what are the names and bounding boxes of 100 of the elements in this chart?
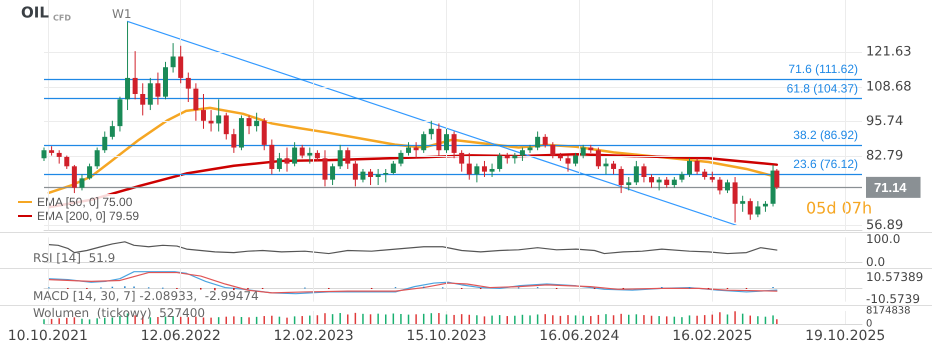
candlestick bbox=[300, 144, 305, 159]
y-tick-label: 95.74 bbox=[866, 114, 904, 129]
candlestick bbox=[459, 150, 464, 172]
y-tick-label: -10.5739 bbox=[866, 292, 920, 306]
text: CFD bbox=[53, 14, 72, 22]
candlestick bbox=[717, 176, 722, 195]
candlestick bbox=[338, 144, 343, 170]
candlestick bbox=[641, 163, 646, 183]
candlestick bbox=[421, 130, 426, 154]
annotation: W1 bbox=[112, 7, 132, 21]
candlestick bbox=[345, 147, 350, 170]
ref-line-label: 71.14 bbox=[874, 180, 908, 195]
candlestick bbox=[216, 98, 222, 132]
ref-line-label: 23.6 (76.12) bbox=[793, 157, 858, 172]
line-series bbox=[48, 241, 778, 254]
candlestick bbox=[656, 176, 662, 191]
y-tick-label: 10.57389 bbox=[866, 270, 924, 284]
y-tick-label: 8174838 bbox=[866, 306, 911, 316]
legend-label: EMA [200, 0] 79.59 bbox=[37, 209, 140, 223]
chart-title: Wolumen (tickowy) 527400 bbox=[33, 306, 205, 320]
candlestick bbox=[444, 128, 449, 154]
candlestick bbox=[762, 200, 768, 212]
candlestick bbox=[193, 82, 198, 122]
candlestick bbox=[56, 150, 62, 164]
y-tick-label: 56.89 bbox=[866, 218, 904, 233]
candlestick bbox=[200, 93, 206, 130]
candlestick bbox=[466, 152, 472, 180]
x-tick-label: 15.10.2023 bbox=[406, 328, 487, 344]
y-tick-label: 82.79 bbox=[866, 148, 904, 164]
candlestick bbox=[603, 158, 608, 175]
candlestick bbox=[352, 160, 358, 187]
candlestick bbox=[140, 82, 146, 116]
x-tick-label: 12.02.2023 bbox=[274, 328, 354, 344]
x-tick-label: 10.10.2021 bbox=[8, 328, 88, 344]
candlestick bbox=[504, 152, 510, 164]
candlestick bbox=[414, 142, 419, 159]
x-tick-label: 12.06.2022 bbox=[140, 328, 221, 344]
text: MACD [14, 30, 7] -2.08933, -2.99474 bbox=[33, 289, 259, 303]
candlestick bbox=[322, 150, 328, 187]
candlestick bbox=[724, 179, 730, 194]
candlestick bbox=[231, 128, 236, 154]
candlestick bbox=[694, 158, 700, 175]
candlestick bbox=[79, 174, 84, 191]
candlestick bbox=[535, 130, 540, 151]
candlestick bbox=[208, 110, 214, 132]
x-tick-label: 16.02.2025 bbox=[672, 328, 752, 344]
candlestick bbox=[383, 168, 388, 183]
candlestick bbox=[755, 200, 760, 218]
candlestick bbox=[649, 174, 654, 188]
candlestick bbox=[110, 120, 115, 140]
candlestick bbox=[132, 50, 138, 100]
candlestick bbox=[710, 171, 715, 183]
candlestick bbox=[634, 160, 639, 186]
candlestick bbox=[436, 122, 442, 156]
y-tick-label: 0.0 bbox=[866, 255, 886, 270]
candlestick bbox=[178, 45, 184, 84]
candlestick bbox=[550, 142, 556, 159]
candlestick bbox=[72, 164, 77, 194]
candlestick bbox=[702, 168, 708, 180]
candlestick bbox=[307, 147, 312, 164]
candlestick bbox=[155, 72, 160, 106]
candlestick bbox=[618, 166, 624, 194]
candlestick bbox=[102, 130, 108, 154]
candlestick bbox=[474, 163, 480, 183]
x-tick-label: 19.10.2025 bbox=[805, 328, 886, 344]
y-tick-label: 100.0 bbox=[866, 232, 900, 246]
y-tick-label: 121.63 bbox=[866, 44, 912, 60]
candlestick bbox=[330, 163, 336, 186]
candlestick bbox=[740, 195, 746, 212]
candlestick bbox=[170, 42, 176, 74]
candlestick bbox=[64, 155, 70, 170]
candlestick bbox=[428, 120, 434, 140]
candlestick bbox=[224, 112, 229, 140]
annotation: 05d 07h bbox=[806, 198, 872, 218]
legend-label: EMA [50, 0] 75.00 bbox=[37, 195, 133, 209]
candlestick bbox=[246, 114, 252, 135]
candlestick bbox=[512, 152, 518, 164]
candlestick bbox=[292, 142, 298, 167]
candlestick bbox=[687, 158, 692, 178]
candlestick bbox=[497, 152, 502, 172]
candlestick bbox=[664, 176, 670, 188]
candlestick bbox=[254, 112, 260, 132]
ref-line-label: 38.2 (86.92) bbox=[793, 128, 858, 142]
candlestick bbox=[186, 72, 191, 103]
ref-line-label: 71.6 (111.62) bbox=[788, 62, 858, 76]
candlestick bbox=[368, 168, 374, 186]
ref-line-label: 61.8 (104.37) bbox=[786, 81, 858, 96]
candlestick bbox=[406, 142, 412, 156]
candlestick bbox=[774, 168, 780, 190]
candlestick bbox=[148, 77, 153, 111]
candlestick bbox=[573, 152, 578, 167]
candlestick bbox=[452, 130, 457, 159]
candlestick bbox=[679, 171, 684, 183]
candlestick bbox=[398, 150, 404, 167]
y-tick-label: 0 bbox=[866, 318, 872, 330]
x-tick-label: 16.06.2024 bbox=[539, 328, 620, 344]
candlestick bbox=[626, 176, 632, 191]
candlestick bbox=[360, 168, 366, 183]
chart-title: OIL bbox=[21, 4, 50, 22]
candlestick bbox=[520, 147, 525, 162]
